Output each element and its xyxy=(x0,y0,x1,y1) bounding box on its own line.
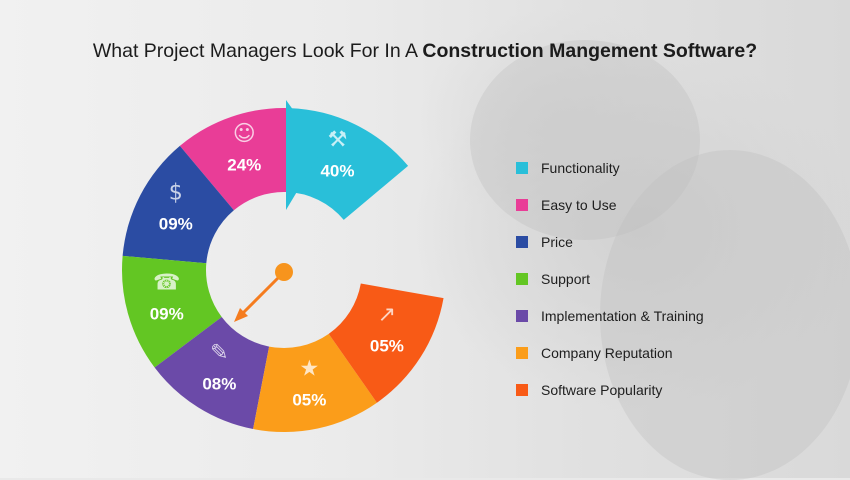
segment-implementation-and-training xyxy=(154,316,270,430)
donut-arrowhead xyxy=(286,100,322,210)
training-icon: ✎ xyxy=(210,340,228,365)
legend-item-company-reputation: Company Reputation xyxy=(516,334,704,371)
segment-functionality xyxy=(286,108,409,220)
arrowhead-shape xyxy=(286,100,322,210)
value-label-easy-to-use: 24% xyxy=(227,156,261,175)
value-label-support: 09% xyxy=(150,305,184,324)
value-label-software-popularity: 05% xyxy=(370,337,404,356)
arrow-hub xyxy=(275,263,293,281)
segment-support xyxy=(121,255,222,368)
value-label-functionality: 40% xyxy=(320,161,354,180)
legend-swatch xyxy=(516,161,528,174)
legend-label: Easy to Use xyxy=(541,196,617,213)
legend-label: Software Popularity xyxy=(541,381,663,398)
legend-swatch xyxy=(516,346,528,359)
star-badge-icon: ★ xyxy=(299,356,319,381)
legend-swatch xyxy=(516,309,528,322)
title-normal: What Project Managers Look For In A xyxy=(92,40,423,62)
value-label-implementation-and-training: 08% xyxy=(202,374,236,393)
legend-swatch xyxy=(516,198,528,211)
title-bold: Construction Mangement Software? xyxy=(422,40,758,62)
segment-easy-to-use xyxy=(179,107,290,211)
legend-item-easy-to-use: Easy to Use xyxy=(516,186,704,223)
piggy-bank-icon: $ xyxy=(169,181,183,206)
arrow-pointer xyxy=(234,263,293,322)
legend-item-support: Support xyxy=(516,260,704,297)
chart-icons: ⚒ ☺ $ ☎ ✎ ★ ↗ xyxy=(153,122,396,382)
headset-icon: ☎ xyxy=(153,271,180,296)
chart-value-labels: 40% 24% 09% 09% 08% 05% 05% xyxy=(150,156,404,410)
segment-price xyxy=(122,145,234,264)
legend-label: Implementation & Training xyxy=(541,307,704,324)
background-photo-helmet xyxy=(470,40,700,240)
arrow-line xyxy=(240,270,286,316)
legend-label: Functionality xyxy=(541,159,620,176)
chart-legend: Functionality Easy to Use Price Support Impl… xyxy=(516,149,704,408)
legend-label: Price xyxy=(541,233,573,250)
legend-swatch xyxy=(516,272,528,285)
value-label-price: 09% xyxy=(159,215,193,234)
growth-chart-icon: ↗ xyxy=(378,303,396,328)
chart-segments xyxy=(121,107,444,432)
page-title: What Project Managers Look For In A Cons… xyxy=(0,40,850,63)
legend-item-software-popularity: Software Popularity xyxy=(516,371,704,408)
legend-label: Support xyxy=(541,270,591,287)
legend-item-functionality: Functionality xyxy=(516,149,704,186)
segment-software-popularity xyxy=(328,283,444,403)
legend-swatch xyxy=(516,383,528,396)
tools-icon: ⚒ xyxy=(328,127,348,152)
background-photo-worker xyxy=(600,150,850,480)
segment-company-reputation xyxy=(253,333,377,432)
arrow-head xyxy=(234,308,248,322)
legend-swatch xyxy=(516,235,528,248)
worker-icon: ☺ xyxy=(233,122,256,147)
legend-item-implementation-and-training: Implementation & Training xyxy=(516,297,704,334)
legend-item-price: Price xyxy=(516,223,704,260)
legend-label: Company Reputation xyxy=(541,344,673,361)
value-label-company-reputation: 05% xyxy=(292,390,326,409)
